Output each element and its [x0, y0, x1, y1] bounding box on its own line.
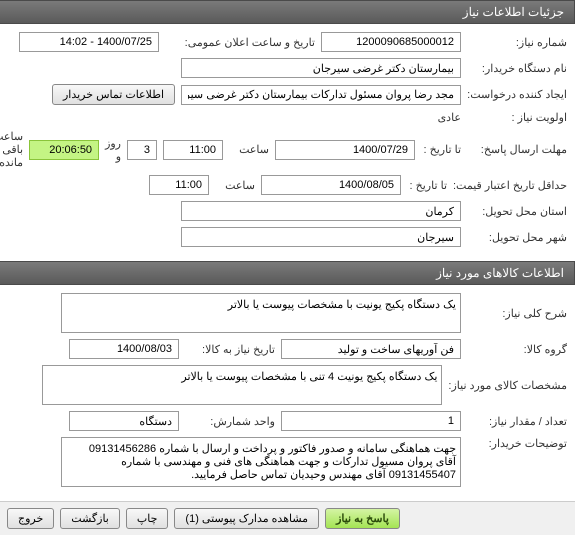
response-deadline-label: مهلت ارسال پاسخ: — [468, 143, 568, 156]
footer-toolbar: پاسخ به نیاز مشاهده مدارک پیوستی (1) چاپ… — [0, 501, 576, 535]
request-creator-label: ایجاد کننده درخواست: — [468, 88, 568, 101]
section-header-2: اطلاعات کالاهای مورد نیاز — [0, 261, 576, 285]
print-button[interactable]: چاپ — [127, 508, 170, 529]
announce-input[interactable] — [20, 32, 160, 52]
response-time-input[interactable] — [164, 140, 224, 160]
unit-input[interactable] — [70, 411, 180, 431]
goods-group-label: گروه کالا: — [468, 343, 568, 356]
buyer-notes-label: توضیحات خریدار: — [468, 437, 568, 450]
section-header-1: جزئیات اطلاعات نیاز — [0, 0, 576, 24]
qty-input[interactable] — [282, 411, 462, 431]
price-date-input[interactable] — [262, 175, 402, 195]
time-label-2: ساعت — [216, 179, 256, 192]
need-desc-box: یک دستگاه پکیج یونیت با مشخصات پیوست یا … — [62, 293, 462, 333]
price-time-input[interactable] — [150, 175, 210, 195]
city-input[interactable] — [182, 227, 462, 247]
need-number-label: شماره نیاز: — [468, 36, 568, 49]
need-desc-label: شرح کلی نیاز: — [468, 307, 568, 320]
buyer-org-input[interactable] — [182, 58, 462, 78]
remaining-label: ساعت باقی مانده — [0, 130, 24, 169]
days-and-label: روز و — [106, 137, 122, 163]
attachments-button[interactable]: مشاهده مدارک پیوستی (1) — [175, 508, 320, 529]
province-input[interactable] — [182, 201, 462, 221]
time-label-1: ساعت — [230, 143, 270, 156]
to-date-label-2: تا تاریخ : — [408, 179, 448, 192]
back-button[interactable]: بازگشت — [61, 508, 121, 529]
qty-label: تعداد / مقدار نیاز: — [468, 415, 568, 428]
section1-content: شماره نیاز: تاریخ و ساعت اعلان عمومی: نا… — [0, 24, 576, 261]
spec-label: مشخصات کالای مورد نیاز: — [449, 379, 568, 392]
priority-label: اولویت نیاز : — [468, 111, 568, 124]
announce-label: تاریخ و ساعت اعلان عمومی: — [166, 36, 316, 49]
buyer-contact-button[interactable]: اطلاعات تماس خریدار — [53, 84, 176, 105]
city-label: شهر محل تحویل: — [468, 231, 568, 244]
respond-button[interactable]: پاسخ به نیاز — [326, 508, 401, 529]
buyer-org-label: نام دستگاه خریدار: — [468, 62, 568, 75]
exit-button[interactable]: خروج — [8, 508, 55, 529]
request-creator-input[interactable] — [182, 85, 462, 105]
priority-value: عادی — [439, 111, 462, 124]
need-date-label: تاریخ نیاز به کالا: — [186, 343, 276, 356]
section-title-1: جزئیات اطلاعات نیاز — [464, 5, 565, 19]
to-date-label-1: تا تاریخ : — [422, 143, 462, 156]
need-date-input[interactable] — [70, 339, 180, 359]
response-date-input[interactable] — [276, 140, 416, 160]
goods-group-input[interactable] — [282, 339, 462, 359]
section2-content: شرح کلی نیاز: یک دستگاه پکیج یونیت با مش… — [0, 285, 576, 501]
buyer-notes-box: جهت هماهنگی سامانه و صدور فاکتور و پرداخ… — [62, 437, 462, 487]
section-title-2: اطلاعات کالاهای مورد نیاز — [437, 266, 565, 280]
unit-label: واحد شمارش: — [186, 415, 276, 428]
days-input[interactable] — [128, 140, 158, 160]
remaining-time-input — [30, 140, 100, 160]
spec-box: یک دستگاه پکیج یونیت 4 تنی با مشخصات پیو… — [43, 365, 443, 405]
price-validity-label: حداقل تاریخ اعتبار قیمت: — [454, 179, 568, 192]
need-number-input[interactable] — [322, 32, 462, 52]
province-label: استان محل تحویل: — [468, 205, 568, 218]
